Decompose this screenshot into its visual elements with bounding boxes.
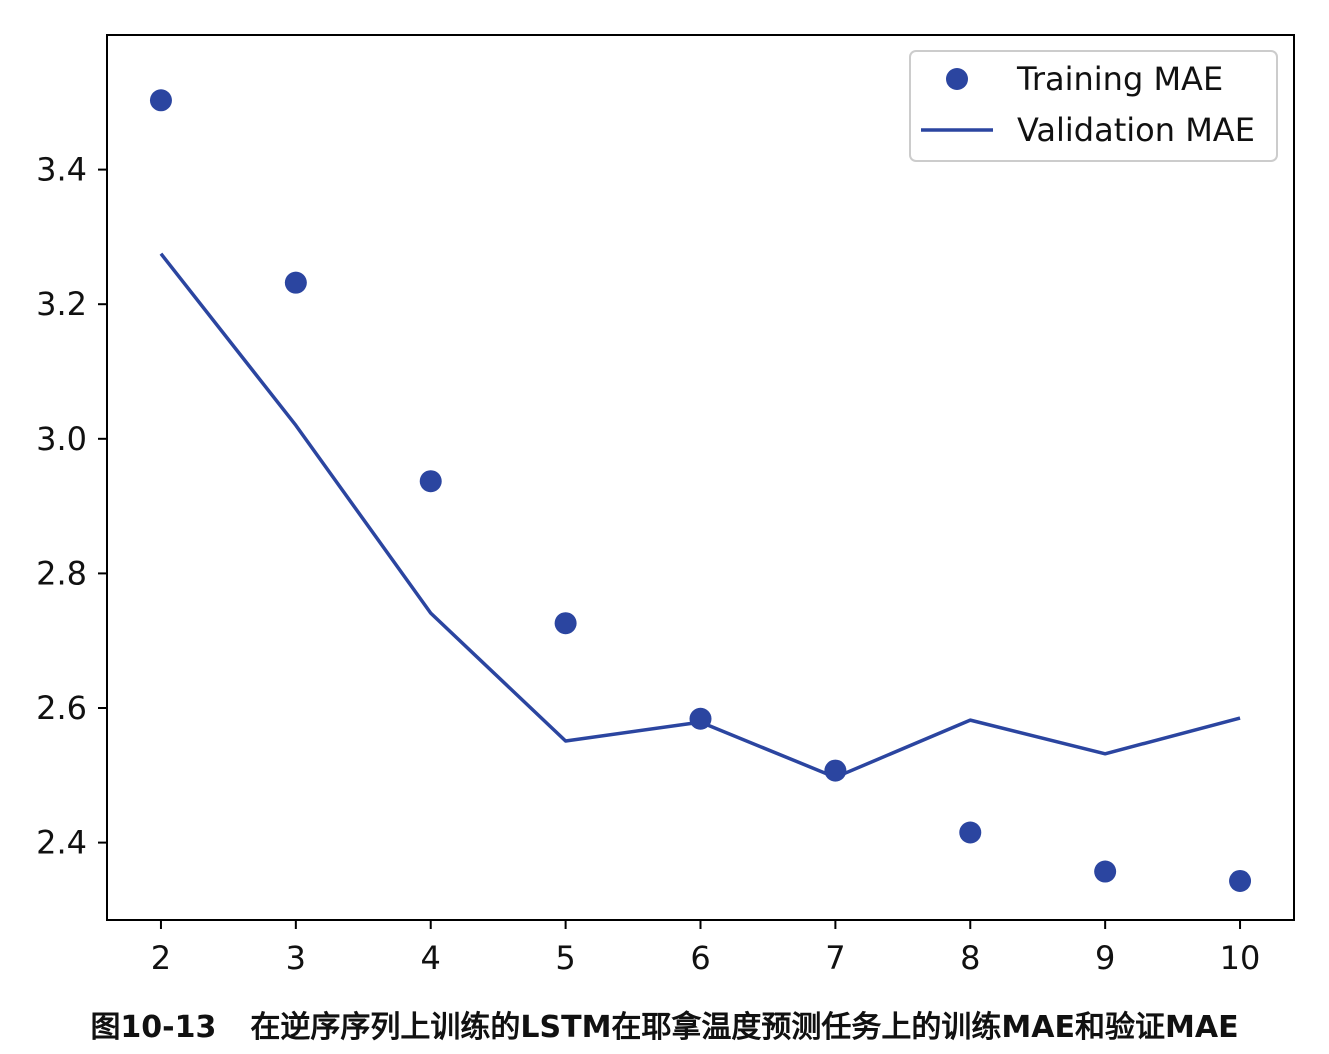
x-tick-label: 5	[555, 939, 575, 977]
training-mae-point	[824, 759, 847, 782]
x-tick-label: 6	[690, 939, 710, 977]
legend-label-training: Training MAE	[1016, 60, 1223, 98]
x-axis: 2 3 4 5 6 7 8 9 10	[151, 920, 1261, 977]
training-mae-points	[149, 89, 1252, 892]
y-tick-label: 3.2	[36, 285, 87, 323]
y-tick-label: 3.0	[36, 420, 87, 458]
x-tick-label: 3	[286, 939, 306, 977]
plot-frame	[106, 34, 1295, 921]
legend-label-validation: Validation MAE	[1017, 111, 1255, 149]
training-mae-point	[689, 707, 712, 730]
x-tick-label: 7	[825, 939, 845, 977]
legend: Training MAE Validation MAE	[909, 50, 1278, 162]
y-axis: 2.4 2.6 2.8 3.0 3.2 3.4	[36, 151, 107, 862]
x-tick-label: 4	[421, 939, 441, 977]
x-tick-label: 10	[1220, 939, 1261, 977]
training-mae-point	[959, 821, 982, 844]
x-tick-label: 9	[1095, 939, 1115, 977]
training-mae-point	[149, 89, 172, 112]
x-tick-label: 8	[960, 939, 980, 977]
y-tick-label: 3.4	[36, 151, 87, 189]
validation-mae-line	[159, 252, 1241, 780]
figure-caption: 图10-13 在逆序序列上训练的LSTM在耶拿温度预测任务上的训练MAE和验证MA…	[0, 1002, 1329, 1046]
chart: 2 3 4 5 6 7 8 9 10 2.4 2.6 2.8 3.0 3.2 3.4 Training M…	[36, 34, 1295, 977]
legend-marker-training	[946, 68, 968, 90]
x-tick-label: 2	[151, 939, 171, 977]
figure-number: 图10-13	[90, 1010, 217, 1045]
figure-caption-text: 在逆序序列上训练的LSTM在耶拿温度预测任务上的训练MAE和验证MAE	[250, 1010, 1239, 1045]
training-mae-point	[1229, 869, 1252, 892]
y-tick-label: 2.4	[36, 824, 87, 862]
training-mae-point	[1094, 860, 1117, 883]
training-mae-point	[419, 470, 442, 493]
legend-box	[909, 50, 1278, 162]
training-mae-point	[284, 271, 307, 294]
y-tick-label: 2.6	[36, 689, 87, 727]
y-tick-label: 2.8	[36, 554, 87, 592]
training-mae-point	[554, 612, 577, 635]
